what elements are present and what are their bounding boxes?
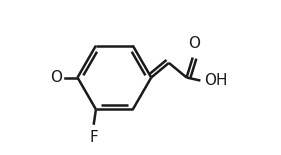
Text: OH: OH [204, 73, 228, 88]
Text: O: O [188, 36, 200, 51]
Text: F: F [89, 130, 98, 145]
Text: O: O [50, 70, 62, 85]
